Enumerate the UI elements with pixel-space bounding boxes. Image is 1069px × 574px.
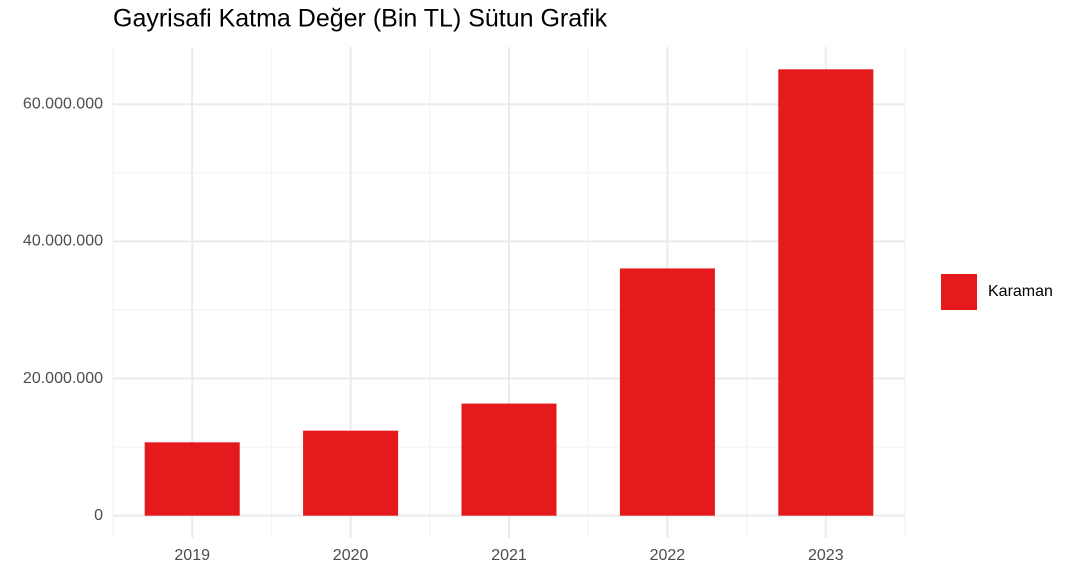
x-tick-label: 2022 xyxy=(650,547,686,564)
legend-label: Karaman xyxy=(988,283,1053,300)
y-tick-label: 40.000.000 xyxy=(23,233,103,250)
legend-swatch xyxy=(941,274,977,310)
chart-title: Gayrisafi Katma Değer (Bin TL) Sütun Gra… xyxy=(113,5,608,33)
bar xyxy=(619,268,715,516)
x-tick-label: 2021 xyxy=(491,547,527,564)
bar xyxy=(461,403,557,516)
bar xyxy=(144,442,240,516)
x-tick-label: 2023 xyxy=(808,547,844,564)
x-tick-label: 2020 xyxy=(333,547,369,564)
y-tick-label: 20.000.000 xyxy=(23,370,103,387)
y-tick-label: 60.000.000 xyxy=(23,96,103,113)
bar xyxy=(778,69,874,516)
x-tick-label: 2019 xyxy=(174,547,210,564)
bar xyxy=(303,430,399,516)
y-tick-label: 0 xyxy=(94,507,103,524)
